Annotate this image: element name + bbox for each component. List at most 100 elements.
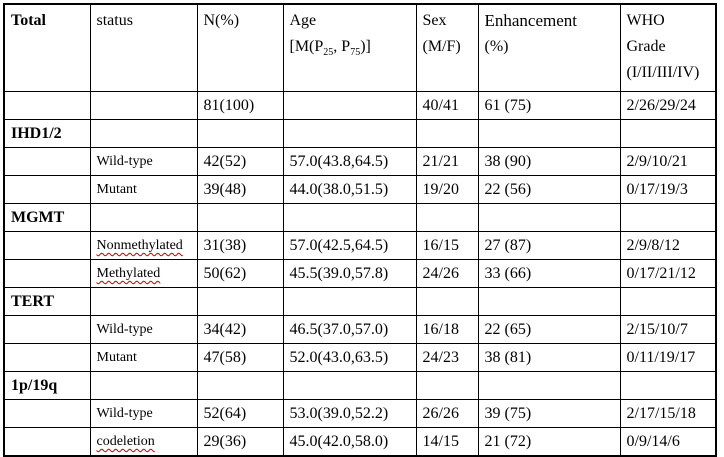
cell-sex <box>415 287 479 316</box>
cell-sex: 14/15 <box>415 427 479 457</box>
age-p25-subscript: 25 <box>323 47 334 59</box>
col-header-age: Age [M(P25, P75)] <box>282 3 417 92</box>
header-who-line2: Grade <box>626 38 666 55</box>
table-row: Methylated 50(62) 45.5(39.0,57.8) 24/26 33 (… <box>3 259 717 288</box>
col-header-sex: Sex (M/F) <box>415 3 479 92</box>
misspelled-word: codeletion <box>96 434 155 449</box>
cell-age <box>282 287 417 316</box>
cell-sex: 16/18 <box>415 315 479 344</box>
cell-who-grade <box>619 371 717 400</box>
cell-who-grade: 0/9/14/6 <box>619 427 717 457</box>
cell-status <box>89 287 198 316</box>
cell-status: Wild-type <box>89 399 198 428</box>
cell-group: 1p/19q <box>3 371 91 400</box>
table-row: 1p/19q <box>3 371 717 400</box>
cell-who-grade: 2/15/10/7 <box>619 315 717 344</box>
cell-age <box>282 371 417 400</box>
header-who-line3: (I/II/III/IV) <box>626 64 700 81</box>
cell-group <box>3 259 91 288</box>
cell-n: 50(62) <box>196 259 284 288</box>
cell-status: Nonmethylated <box>89 231 198 260</box>
cell-who-grade: 2/17/15/18 <box>619 399 717 428</box>
cell-enhancement: 39 (75) <box>477 399 621 428</box>
cell-enhancement: 22 (65) <box>477 315 621 344</box>
cell-age: 46.5(37.0,57.0) <box>282 315 417 344</box>
table-row: Mutant 47(58) 52.0(43.0,63.5) 24/23 38 (81) 0… <box>3 343 717 372</box>
cell-enhancement: 38 (81) <box>477 343 621 372</box>
cell-who-grade <box>619 119 717 148</box>
cell-age: 57.0(43.8,64.5) <box>282 147 417 176</box>
cell-enhancement: 33 (66) <box>477 259 621 288</box>
cell-sex: 26/26 <box>415 399 479 428</box>
cell-who-grade: 0/17/19/3 <box>619 175 717 204</box>
header-status-label: status <box>96 12 133 29</box>
cell-sex: 24/26 <box>415 259 479 288</box>
cell-who-grade <box>619 287 717 316</box>
cell-n <box>196 371 284 400</box>
table-row: 81(100) 40/41 61 (75) 2/26/29/24 <box>3 91 717 120</box>
cell-status: Methylated <box>89 259 198 288</box>
cell-age: 52.0(43.0,63.5) <box>282 343 417 372</box>
cell-enhancement: 61 (75) <box>477 91 621 120</box>
cell-age <box>282 203 417 232</box>
cell-group <box>3 315 91 344</box>
cell-status <box>89 91 198 120</box>
cell-group <box>3 399 91 428</box>
table-row: Wild-type 34(42) 46.5(37.0,57.0) 16/18 22 (6… <box>3 315 717 344</box>
cell-n: 29(36) <box>196 427 284 457</box>
table-row: codeletion 29(36) 45.0(42.0,58.0) 14/15 21 (… <box>3 427 717 457</box>
table-body: 81(100) 40/41 61 (75) 2/26/29/24 IHD1/2 Wild-… <box>3 91 717 457</box>
cell-who-grade <box>619 203 717 232</box>
cell-age: 44.0(38.0,51.5) <box>282 175 417 204</box>
cell-age: 57.0(42.5,64.5) <box>282 231 417 260</box>
cell-status: Mutant <box>89 175 198 204</box>
table-row: Nonmethylated 31(38) 57.0(42.5,64.5) 16/15 2… <box>3 231 717 260</box>
header-sex-line2: (M/F) <box>422 38 461 55</box>
cell-age <box>282 119 417 148</box>
cell-sex: 40/41 <box>415 91 479 120</box>
header-n-label: N(%) <box>203 12 240 29</box>
header-who-line1: WHO <box>626 12 665 29</box>
cell-n <box>196 119 284 148</box>
cell-sex: 24/23 <box>415 343 479 372</box>
table-row: IHD1/2 <box>3 119 717 148</box>
cell-age <box>282 91 417 120</box>
cell-group: MGMT <box>3 203 91 232</box>
cell-n <box>196 287 284 316</box>
cell-n: 42(52) <box>196 147 284 176</box>
age-p75-subscript: 75 <box>350 47 361 59</box>
header-row: Total status N(%) Age [M(P25, P75)] Sex … <box>3 3 717 92</box>
col-header-total: Total <box>3 3 91 92</box>
header-age-line2: [M(P25, P75)] <box>289 38 371 59</box>
statistics-table: Total status N(%) Age [M(P25, P75)] Sex … <box>3 3 717 457</box>
header-age-line1: Age <box>289 12 317 29</box>
cell-group: TERT <box>3 287 91 316</box>
cell-group <box>3 231 91 260</box>
header-sex-line1: Sex <box>422 12 447 29</box>
col-header-status: status <box>89 3 198 92</box>
cell-enhancement: 21 (72) <box>477 427 621 457</box>
header-total-label: Total <box>11 12 46 29</box>
cell-group <box>3 147 91 176</box>
cell-enhancement: 27 (87) <box>477 231 621 260</box>
cell-enhancement <box>477 119 621 148</box>
misspelled-word: Nonmethylated <box>96 238 183 253</box>
cell-sex <box>415 119 479 148</box>
cell-group <box>3 343 91 372</box>
col-header-who-grade: WHO Grade (I/II/III/IV) <box>619 3 717 92</box>
cell-group <box>3 175 91 204</box>
misspelled-word: Methylated <box>96 266 161 281</box>
cell-who-grade: 0/17/21/12 <box>619 259 717 288</box>
header-enhancement-line1: Enhancement <box>484 11 578 30</box>
cell-sex: 16/15 <box>415 231 479 260</box>
cell-group <box>3 427 91 457</box>
table-row: Mutant 39(48) 44.0(38.0,51.5) 19/20 22 (56) 0… <box>3 175 717 204</box>
cell-sex <box>415 203 479 232</box>
cell-status: Mutant <box>89 343 198 372</box>
cell-n: 39(48) <box>196 175 284 204</box>
cell-sex: 21/21 <box>415 147 479 176</box>
cell-n: 52(64) <box>196 399 284 428</box>
cell-enhancement: 22 (56) <box>477 175 621 204</box>
cell-who-grade: 2/9/10/21 <box>619 147 717 176</box>
col-header-enhancement: Enhancement (%) <box>477 3 621 92</box>
